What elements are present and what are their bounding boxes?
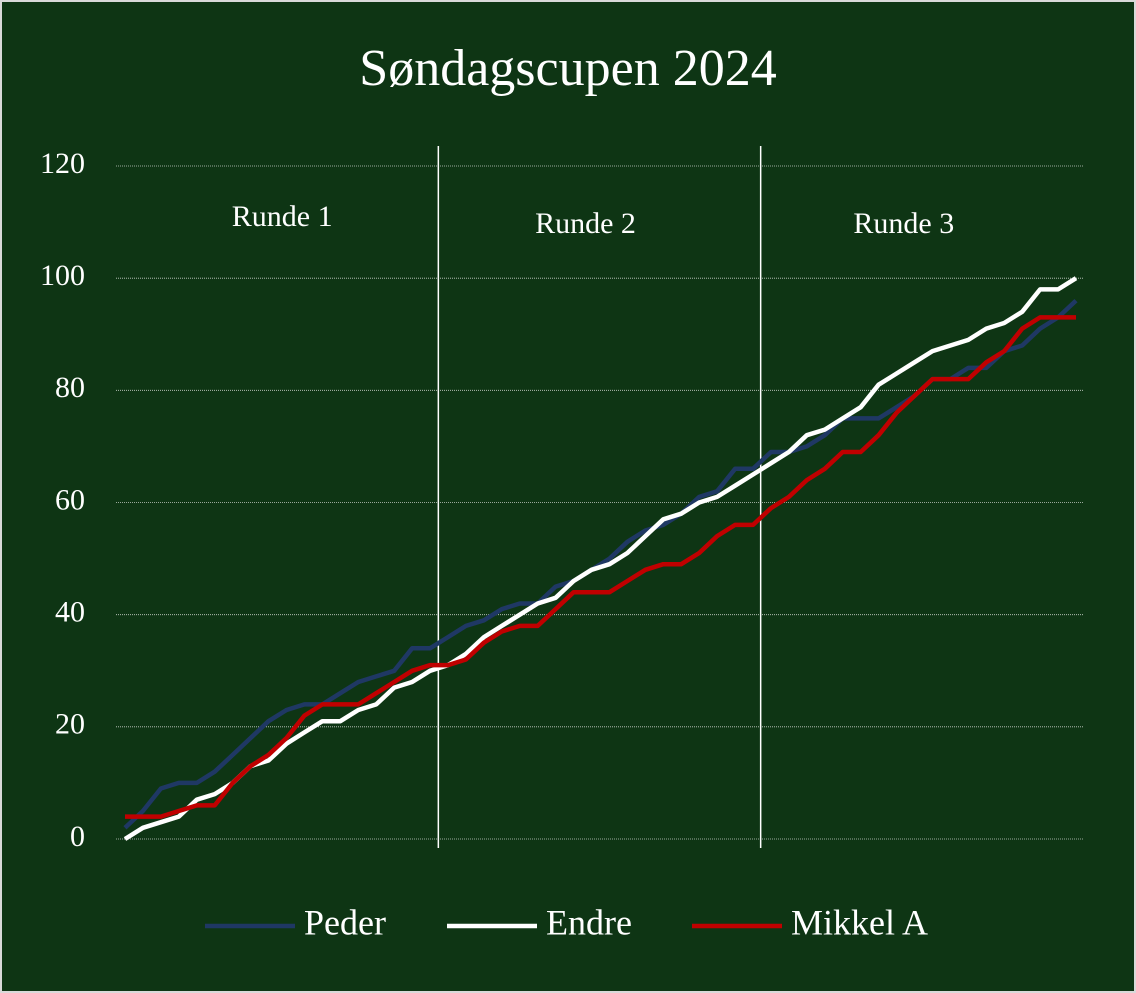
- legend-label: Mikkel A: [791, 902, 928, 942]
- chart-title: Søndagscupen 2024: [359, 40, 776, 97]
- y-tick-label: 120: [40, 147, 85, 180]
- series-line: [125, 315, 1076, 819]
- annotation: Runde 3: [853, 207, 954, 240]
- y-tick-label: 80: [55, 371, 85, 404]
- y-tick-label: 40: [55, 596, 85, 629]
- y-tick-label: 60: [55, 483, 85, 516]
- legend-label: Endre: [546, 902, 632, 942]
- annotation: Runde 2: [535, 207, 636, 240]
- series-line: [123, 276, 1078, 841]
- y-tick-label: 0: [70, 820, 85, 853]
- y-tick-label: 100: [40, 259, 85, 292]
- annotation: Runde 1: [232, 200, 333, 233]
- legend-label: Peder: [304, 902, 386, 942]
- y-tick-label: 20: [55, 708, 85, 741]
